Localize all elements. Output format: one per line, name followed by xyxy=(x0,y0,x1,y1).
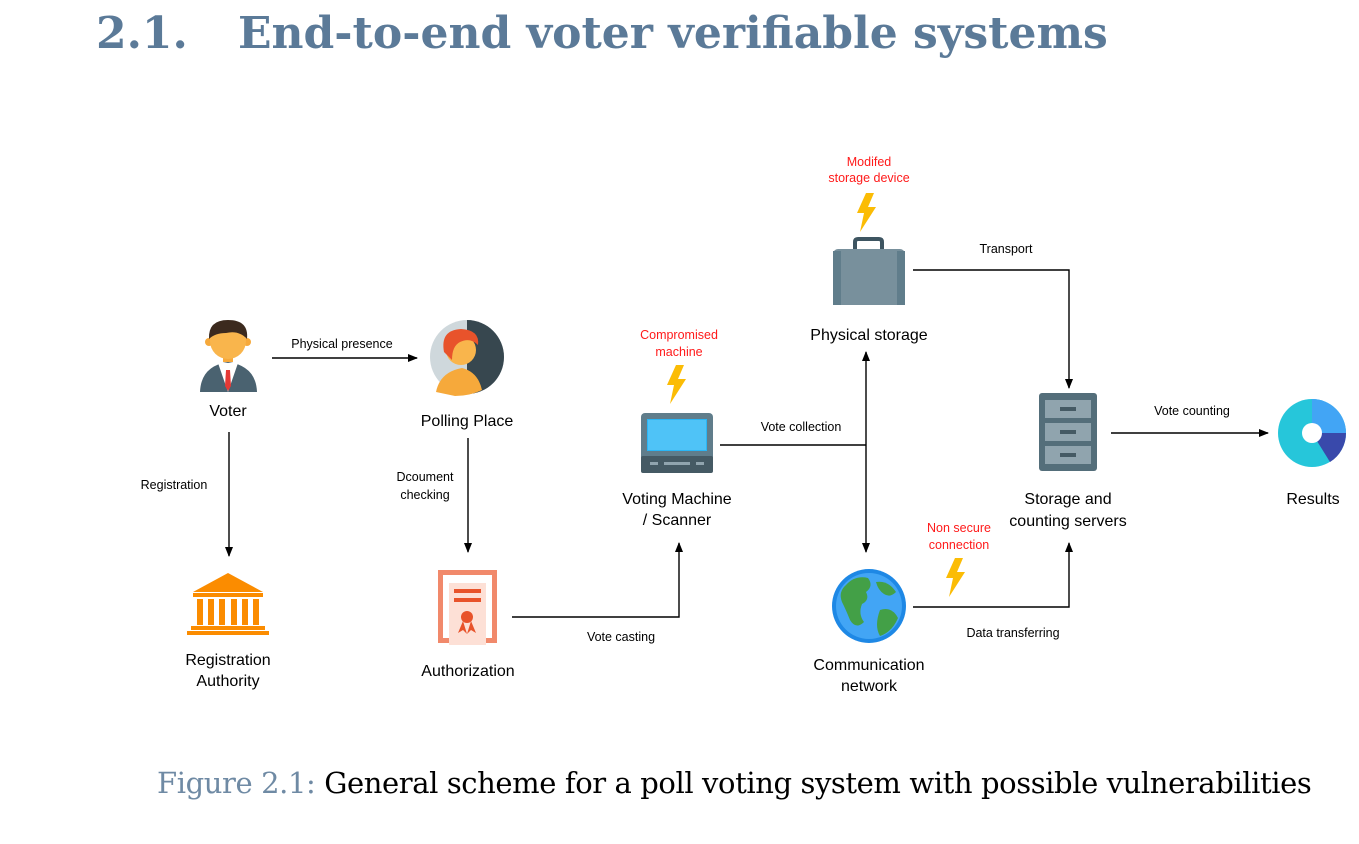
label-vote-counting: Vote counting xyxy=(1154,404,1230,418)
polling-place-icon xyxy=(430,320,504,396)
label-vote-collection: Vote collection xyxy=(761,420,842,434)
figure-caption-text: General scheme for a poll voting system … xyxy=(324,766,1312,800)
section-number: 2.1. xyxy=(96,8,188,59)
globe-icon xyxy=(832,569,906,643)
node-registration-authority-label-2: Authority xyxy=(196,673,259,690)
voter-person-icon xyxy=(200,320,257,392)
figure-caption: Figure 2.1: General scheme for a poll vo… xyxy=(157,766,1312,800)
voting-machine-icon xyxy=(641,413,713,473)
node-communication-network-label-2: network xyxy=(841,678,898,695)
edge-vote-casting xyxy=(512,542,683,618)
node-voting-machine-label-2: / Scanner xyxy=(643,512,712,529)
node-communication-network-label-1: Communication xyxy=(813,657,924,674)
node-registration-authority-label-1: Registration xyxy=(185,652,270,669)
node-storage-servers-label-1: Storage and xyxy=(1024,491,1111,508)
lightning-icon-non-secure-connection xyxy=(946,558,965,597)
label-document-checking-1: Dcoument xyxy=(397,470,454,484)
section-title: End-to-end voter verifiable systems xyxy=(238,8,1108,59)
edge-transport xyxy=(913,269,1073,389)
section-heading: 2.1. End-to-end voter verifiable systems xyxy=(96,8,1108,59)
node-results-label: Results xyxy=(1286,491,1339,508)
server-cabinet-icon xyxy=(1039,393,1097,471)
label-physical-presence: Physical presence xyxy=(291,337,392,351)
label-vote-casting: Vote casting xyxy=(587,630,655,644)
edge-data-transferring xyxy=(913,542,1073,608)
node-authorization-label: Authorization xyxy=(421,663,514,680)
node-voting-machine-label-1: Voting Machine xyxy=(622,491,732,508)
lightning-icon-compromised-machine xyxy=(667,365,686,404)
lightning-icon-modified-storage xyxy=(857,193,876,232)
label-registration: Registration xyxy=(141,478,208,492)
donut-chart-icon xyxy=(1278,399,1347,467)
node-polling-place-label: Polling Place xyxy=(421,413,514,430)
label-document-checking-2: checking xyxy=(400,488,449,502)
node-voter-label: Voter xyxy=(209,403,247,420)
edges xyxy=(225,269,1269,618)
briefcase-icon xyxy=(833,237,905,305)
label-transport: Transport xyxy=(979,242,1033,256)
certificate-icon xyxy=(438,570,497,645)
bank-building-icon xyxy=(187,573,269,635)
node-physical-storage-label: Physical storage xyxy=(810,327,927,344)
vuln-compromised-machine-2: machine xyxy=(655,345,702,359)
vuln-non-secure-connection-2: connection xyxy=(929,538,990,552)
vuln-non-secure-connection-1: Non secure xyxy=(927,521,991,535)
label-data-transferring: Data transferring xyxy=(966,626,1059,640)
figure-label: Figure 2.1: xyxy=(157,766,316,800)
node-storage-servers-label-2: counting servers xyxy=(1009,513,1126,530)
vuln-compromised-machine-1: Compromised xyxy=(640,328,718,342)
vuln-modified-storage-1: Modifed xyxy=(847,155,892,169)
vuln-modified-storage-2: storage device xyxy=(828,171,909,185)
